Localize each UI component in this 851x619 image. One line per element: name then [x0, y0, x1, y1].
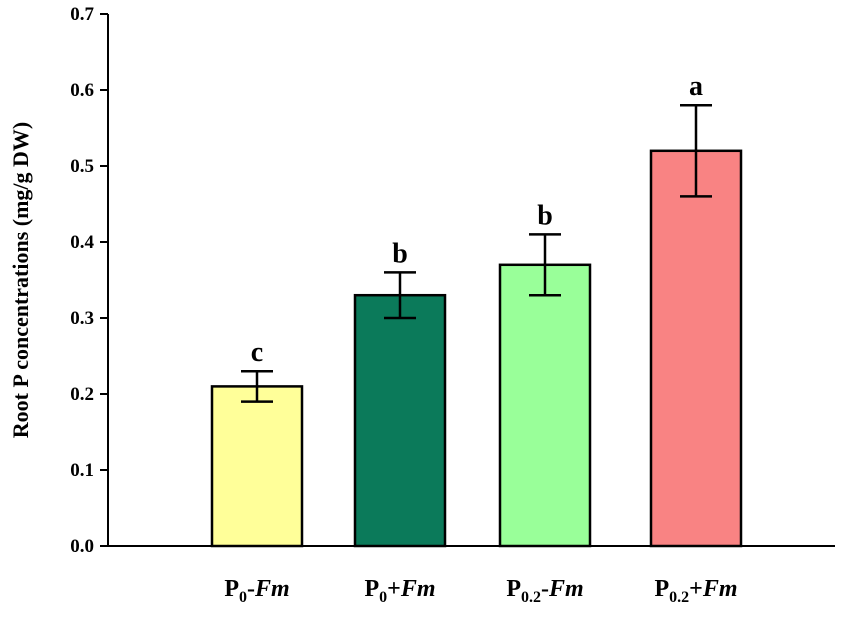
x-tick-label: P0.2-Fm — [506, 576, 583, 606]
y-tick-label: 0.1 — [70, 460, 94, 481]
category-base: P — [506, 576, 521, 602]
y-tick-label: 0.7 — [70, 4, 94, 25]
category-operator: + — [689, 576, 703, 602]
y-tick-label: 0.3 — [70, 308, 94, 329]
category-subscript: 0 — [379, 589, 387, 606]
y-axis-title: Root P concentrations (mg/g DW) — [8, 122, 33, 439]
bar — [210, 385, 304, 548]
category-operator: - — [247, 576, 255, 602]
x-tick-label: P0+Fm — [364, 576, 435, 606]
significance-letter: c — [251, 337, 263, 368]
category-treatment: Fm — [702, 576, 738, 602]
category-subscript: 0 — [239, 589, 247, 606]
x-tick-label: P0-Fm — [224, 576, 289, 606]
y-tick-label: 0.0 — [70, 536, 94, 557]
bar — [353, 293, 447, 548]
y-tick-label: 0.6 — [70, 80, 94, 101]
category-treatment: Fm — [400, 576, 436, 602]
category-treatment: Fm — [254, 576, 290, 602]
y-tick-label: 0.5 — [70, 156, 94, 177]
bar — [649, 149, 743, 548]
significance-letter: b — [392, 238, 408, 269]
x-tick-label: P0.2+Fm — [654, 576, 737, 606]
significance-letter: b — [537, 200, 553, 231]
y-tick-label: 0.4 — [70, 232, 94, 253]
category-subscript: 0.2 — [669, 589, 689, 606]
category-base: P — [224, 576, 239, 602]
category-treatment: Fm — [548, 576, 584, 602]
bar — [498, 263, 592, 548]
significance-letter: a — [689, 71, 703, 102]
x-tick-labels: P0-Fm P0+Fm P0.2-Fm P0.2+Fm — [224, 576, 737, 606]
y-tick-label: 0.2 — [70, 384, 94, 405]
bars — [210, 149, 743, 548]
category-base: P — [364, 576, 379, 602]
category-subscript: 0.2 — [521, 589, 541, 606]
error-bars — [241, 103, 712, 403]
y-ticks: 0.0 0.1 0.2 0.3 0.4 0.5 0.6 0.7 — [70, 4, 108, 557]
category-base: P — [654, 576, 669, 602]
significance-labels: c b b a — [251, 71, 703, 368]
category-operator: - — [541, 576, 549, 602]
category-operator: + — [387, 576, 401, 602]
